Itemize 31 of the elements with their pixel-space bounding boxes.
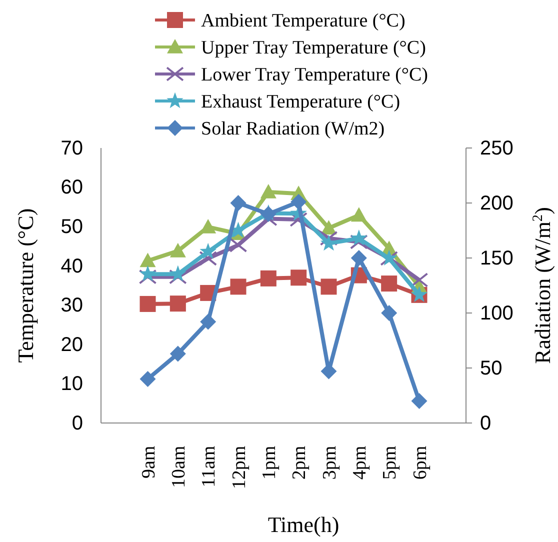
y2-tick-label: 150 [480, 247, 514, 270]
x-tick-label: 4pm [350, 446, 371, 480]
y-tick-label: 50 [60, 216, 83, 238]
y2-tick-label: 50 [480, 357, 502, 380]
x-tick-label: 2pm [289, 446, 310, 480]
y-axis-title: Temperature (°C) [13, 208, 38, 363]
y2-tick-label: 200 [480, 192, 514, 214]
x-tick-label: 3pm [319, 446, 340, 480]
y2-tick-label: 100 [480, 302, 514, 324]
legend-label: Ambient Temperature (°C) [201, 10, 406, 32]
x-tick-label: 10am [168, 446, 190, 488]
y-tick-label: 40 [60, 255, 83, 278]
y2-tick-label: 0 [480, 412, 492, 434]
x-tick-label: 12pm [228, 446, 250, 490]
x-axis-title: Time(h) [268, 512, 340, 537]
x-tick-label: 11am [198, 446, 220, 488]
legend-label: Lower Tray Temperature (°C) [201, 64, 428, 86]
y2-tick-label: 250 [480, 137, 514, 160]
x-tick-label: 1pm [259, 446, 280, 480]
x-tick-label: 9am [138, 446, 160, 479]
y-tick-label: 70 [60, 137, 83, 160]
y-tick-label: 0 [72, 412, 83, 434]
y-tick-label: 10 [60, 373, 83, 396]
y-tick-label: 30 [60, 294, 83, 317]
x-tick-label: 6pm [410, 446, 431, 480]
y-tick-label: 20 [60, 334, 83, 356]
legend-label: Upper Tray Temperature (°C) [201, 38, 426, 59]
legend-label: Exhaust Temperature (°C) [201, 92, 400, 113]
y-tick-label: 60 [60, 176, 83, 199]
x-tick-label: 5pm [380, 446, 401, 480]
legend-label: Solar Radiation (W/m2) [201, 118, 385, 140]
